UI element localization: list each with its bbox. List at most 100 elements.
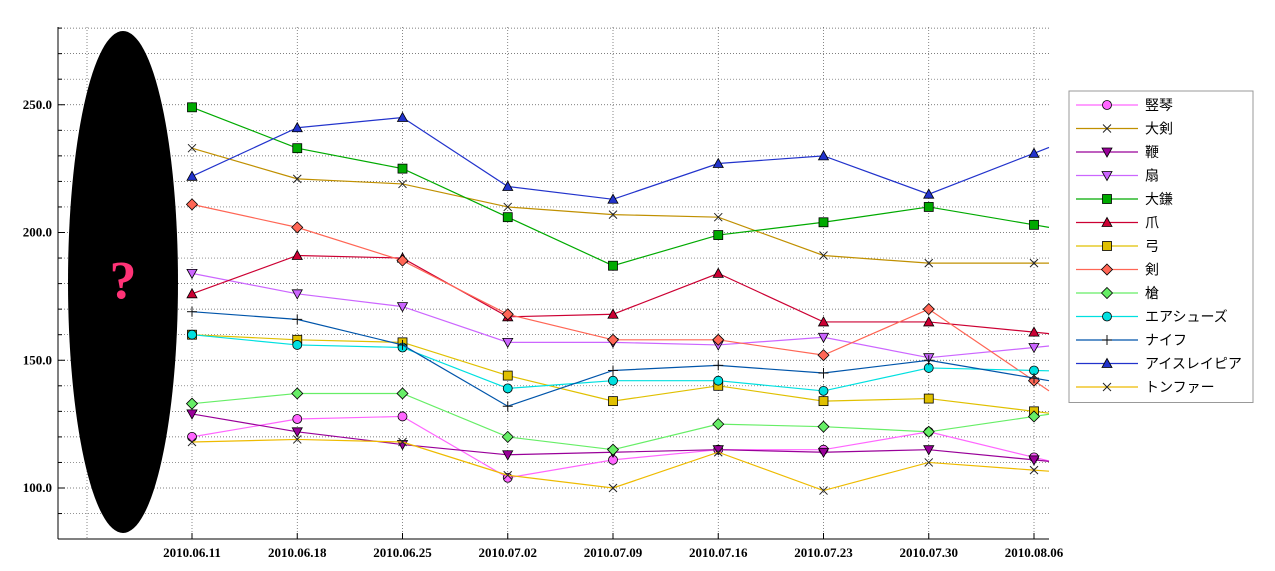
x-stroke xyxy=(1029,465,1039,475)
x-tick-label: 2010.07.16 xyxy=(689,545,748,560)
series-1 xyxy=(187,143,1049,268)
data-point xyxy=(1027,410,1041,423)
data-point xyxy=(713,447,723,457)
data-point xyxy=(502,370,513,381)
series-line xyxy=(191,413,1050,462)
legend-item: 大鎌 xyxy=(1076,192,1173,208)
y-tick-label: 150.0 xyxy=(23,352,52,367)
x-tick-label: 2010.06.25 xyxy=(373,545,432,560)
legend-item: 弓 xyxy=(1076,240,1159,255)
data-point xyxy=(291,249,303,260)
series-line xyxy=(191,106,1050,267)
x-stroke xyxy=(1102,382,1112,392)
x-stroke xyxy=(398,179,407,189)
data-point xyxy=(608,210,618,219)
data-point xyxy=(501,308,514,321)
y-tick-label: 200.0 xyxy=(23,225,52,240)
x-stroke xyxy=(608,483,618,493)
data-point xyxy=(818,368,829,379)
legend-label: アイスレイピア xyxy=(1145,357,1242,373)
data-point xyxy=(397,411,408,422)
series-12 xyxy=(187,435,1050,495)
data-point xyxy=(818,396,829,407)
series-line xyxy=(191,147,1049,264)
data-point xyxy=(1028,147,1040,158)
series-line xyxy=(191,311,1050,407)
legend-item: 剣 xyxy=(1076,263,1159,279)
data-point xyxy=(503,202,513,212)
data-point xyxy=(923,355,934,366)
series-line xyxy=(191,334,1050,414)
grid-layer xyxy=(58,27,1049,539)
x-stroke xyxy=(608,210,618,219)
series-line xyxy=(191,272,1050,359)
series-11 xyxy=(186,111,1050,204)
x-stroke xyxy=(819,486,828,495)
data-point xyxy=(712,333,725,346)
data-point xyxy=(817,150,830,161)
data-point xyxy=(501,430,514,443)
series-5 xyxy=(186,249,1050,337)
data-point xyxy=(397,339,408,350)
x-tick-label: 2010.07.30 xyxy=(900,545,959,560)
data-point xyxy=(606,333,620,346)
legend-marker xyxy=(1101,147,1113,158)
legend-marker xyxy=(1100,263,1114,276)
legend-box xyxy=(1068,90,1254,403)
data-point xyxy=(817,349,830,362)
data-point xyxy=(187,102,197,113)
data-point xyxy=(398,179,407,189)
legend-marker xyxy=(1100,286,1114,300)
x-stroke xyxy=(1102,124,1112,133)
legend-item: 竪琴 xyxy=(1076,99,1173,114)
data-point xyxy=(502,450,514,461)
legend-item: 爪 xyxy=(1076,217,1159,232)
data-point xyxy=(712,418,725,431)
legend-label: 爪 xyxy=(1145,217,1159,232)
legend-label: 弓 xyxy=(1145,240,1159,255)
x-stroke xyxy=(1029,258,1039,268)
x-tick-label: 2010.06.18 xyxy=(268,545,327,560)
series-line xyxy=(191,254,1050,335)
data-point xyxy=(396,302,409,313)
x-tick-label: 2010.07.09 xyxy=(584,545,643,560)
data-point xyxy=(922,425,935,438)
data-point xyxy=(713,360,724,371)
x-stroke xyxy=(713,212,723,222)
data-point xyxy=(502,212,513,223)
data-point xyxy=(502,383,513,394)
data-point xyxy=(187,143,197,153)
data-point xyxy=(185,397,199,410)
data-point xyxy=(608,365,618,376)
legend-marker xyxy=(1101,171,1113,182)
data-point xyxy=(292,435,302,444)
x-stroke xyxy=(398,437,407,447)
x-stroke xyxy=(187,437,197,447)
legend-item: 鞭 xyxy=(1076,145,1159,161)
y-tick-label: 250.0 xyxy=(23,97,52,112)
data-point xyxy=(713,212,723,222)
data-point xyxy=(923,188,935,199)
x-stroke xyxy=(924,258,934,268)
data-point xyxy=(396,387,409,400)
data-point xyxy=(292,340,303,350)
data-point xyxy=(396,254,409,267)
data-point xyxy=(1028,455,1040,466)
data-point xyxy=(712,157,724,168)
legend-item: ナイフ xyxy=(1076,334,1187,349)
data-point xyxy=(1029,373,1039,384)
legend-marker xyxy=(1101,216,1113,227)
data-point xyxy=(398,437,407,447)
series-0 xyxy=(187,411,1050,483)
data-point xyxy=(185,198,199,211)
legend-item: アイスレイピア xyxy=(1076,357,1242,373)
legend-label: 剣 xyxy=(1145,263,1159,279)
data-point xyxy=(608,483,618,493)
data-point xyxy=(503,470,513,480)
legend-item: 大剣 xyxy=(1076,122,1173,138)
legend-label: トンファー xyxy=(1145,381,1215,396)
overlay-layer: ? xyxy=(68,31,178,533)
